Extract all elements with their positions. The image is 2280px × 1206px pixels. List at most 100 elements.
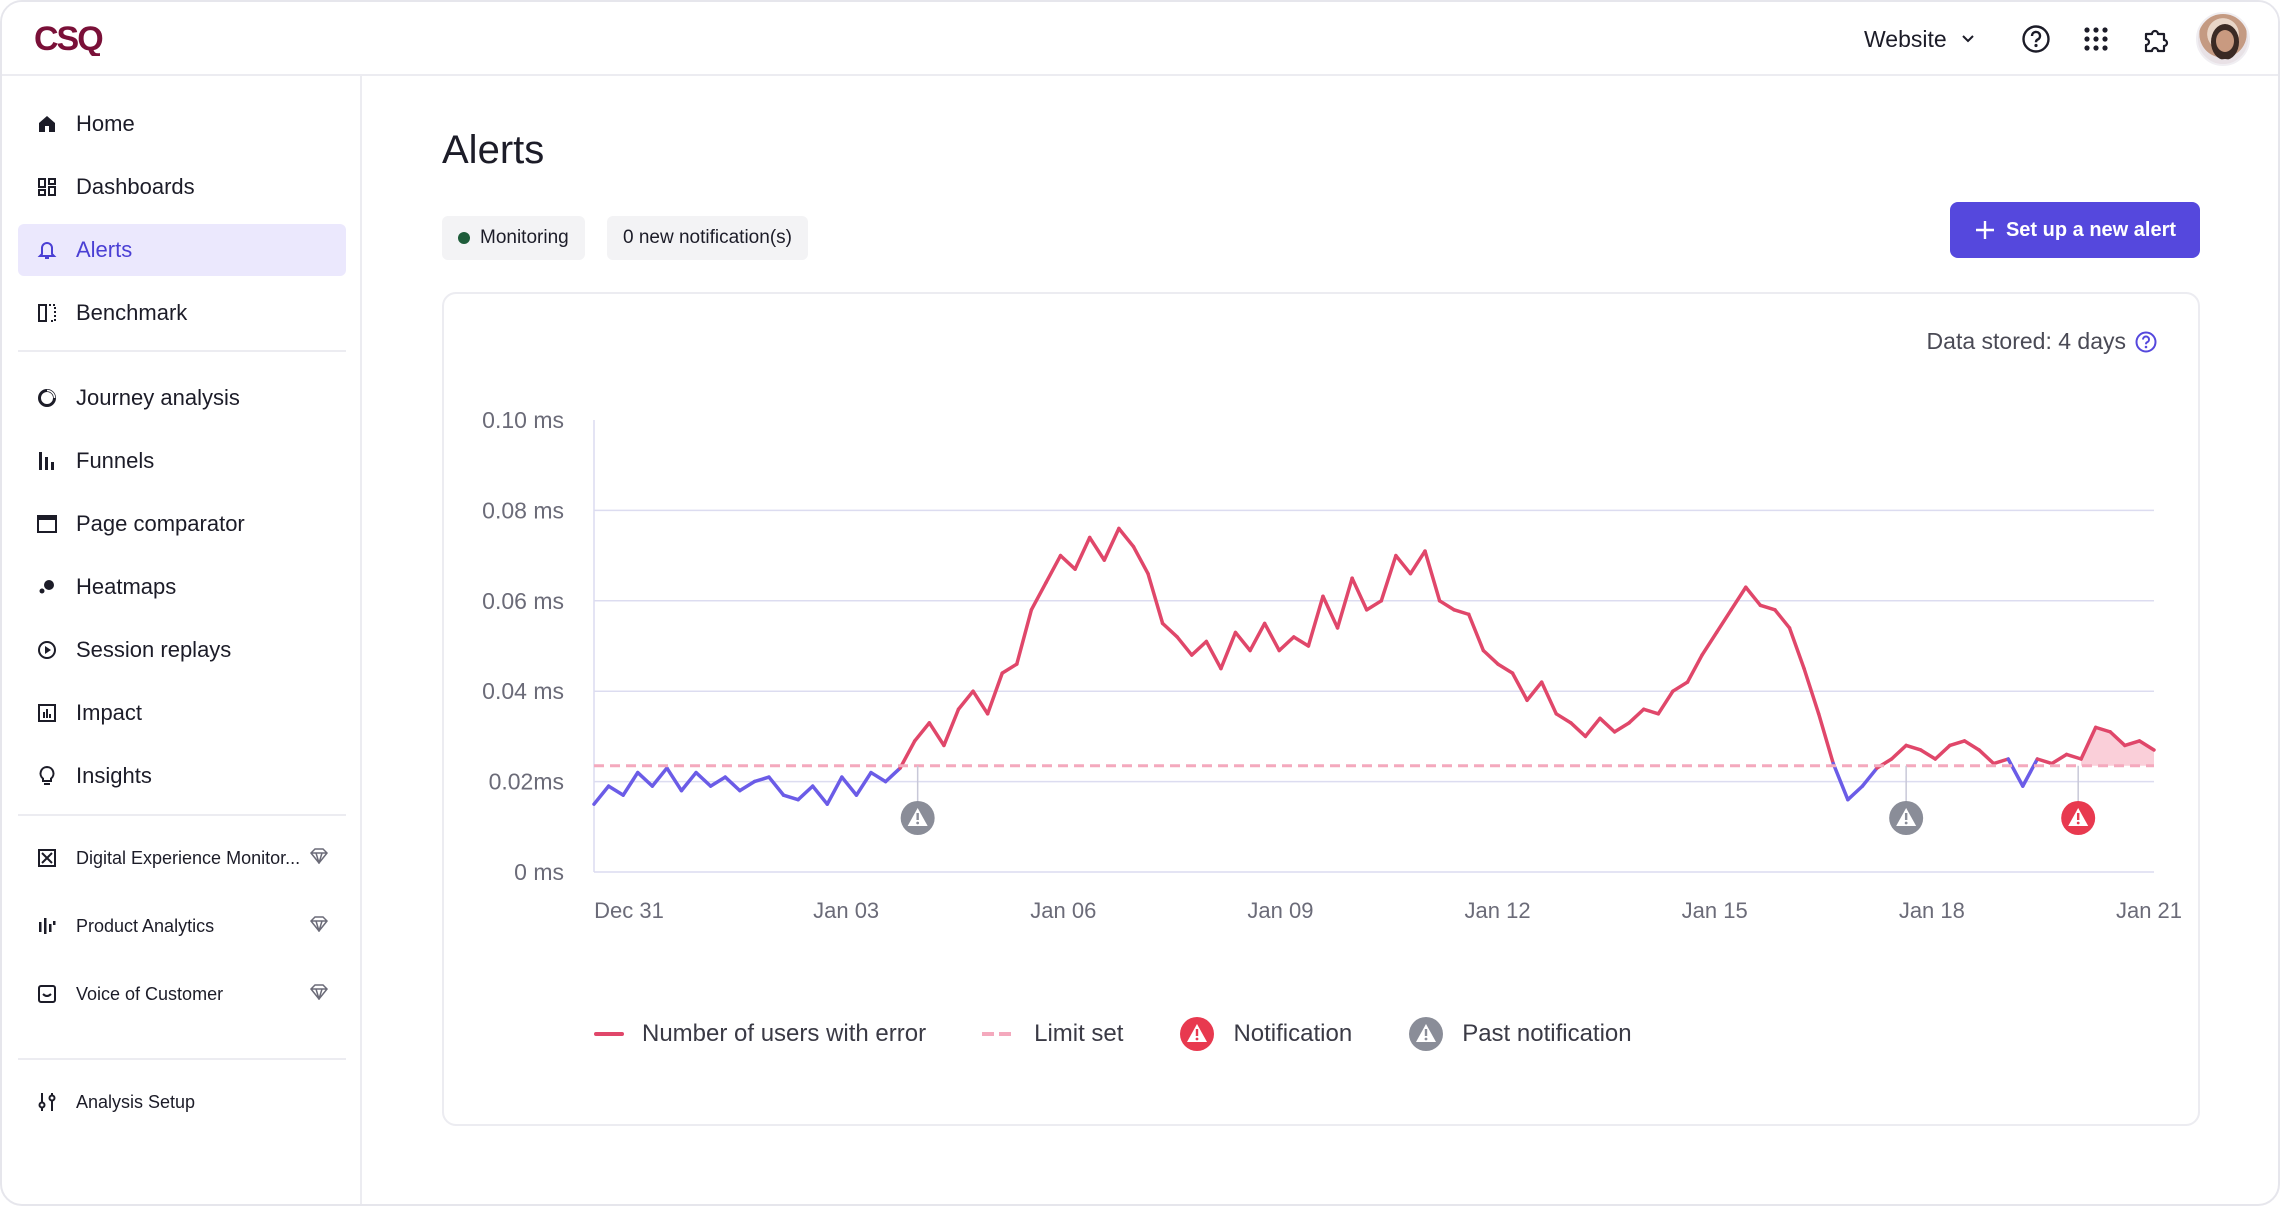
legend-label: Limit set xyxy=(1034,1020,1124,1047)
error-series-segment xyxy=(825,775,844,806)
sidebar-item-insights[interactable]: Insights xyxy=(18,750,346,802)
sidebar-item-analysis-setup[interactable]: Analysis Setup xyxy=(18,1076,346,1128)
x-tick-label: Jan 18 xyxy=(1899,898,1965,923)
csq-logo[interactable]: CSQ xyxy=(34,20,104,56)
diamond-icon xyxy=(309,848,329,869)
error-series-segment xyxy=(1904,743,1923,752)
site-selector[interactable]: Website xyxy=(1864,22,1975,56)
sidebar-item-dashboards[interactable]: Dashboards xyxy=(18,161,346,213)
page-comparator-icon xyxy=(36,513,58,535)
sidebar-divider xyxy=(18,350,346,352)
error-series-segment xyxy=(1117,526,1136,549)
sidebar-item-label: Voice of Customer xyxy=(76,983,224,1004)
sidebar-item-alerts[interactable]: Alerts xyxy=(18,224,346,276)
set-up-new-alert-button[interactable]: Set up a new alert xyxy=(1950,202,2200,258)
error-series-segment xyxy=(1160,621,1179,639)
error-series-segment xyxy=(1452,608,1471,617)
warning-exclamation-dot xyxy=(916,821,920,825)
sidebar-item-home[interactable]: Home xyxy=(18,98,346,150)
sidebar-item-funnels[interactable]: Funnels xyxy=(18,435,346,487)
legend-label: Number of users with error xyxy=(642,1020,927,1047)
error-series-segment xyxy=(1700,630,1719,657)
error-series-segment xyxy=(1554,712,1573,725)
error-series-segment xyxy=(1350,576,1369,612)
error-series-segment xyxy=(2064,752,2083,761)
voc-icon xyxy=(36,983,58,1005)
error-series-segment xyxy=(1131,544,1150,576)
help-circle-icon[interactable] xyxy=(2134,330,2158,354)
sidebar-item-digital-experience-monitoring[interactable]: Digital Experience Monitor... xyxy=(18,832,346,884)
error-series-segment xyxy=(1408,549,1427,576)
error-series-segment xyxy=(1510,671,1529,702)
sidebar-item-label: Page comparator xyxy=(76,511,245,536)
set-up-new-alert-label: Set up a new alert xyxy=(2005,218,2177,241)
error-series-segment xyxy=(1292,635,1311,648)
error-series-segment xyxy=(1889,743,1908,761)
error-series-segment xyxy=(1714,608,1733,635)
legend-item-past-notification: Past notification xyxy=(1408,1016,1632,1052)
sidebar-item-product-analytics[interactable]: Product Analytics xyxy=(18,900,346,952)
site-selector-label: Website xyxy=(1864,25,1947,52)
error-series-segment xyxy=(665,766,684,793)
error-series-segment xyxy=(1671,680,1690,693)
error-series-segment xyxy=(621,770,640,797)
sidebar-item-page-comparator[interactable]: Page comparator xyxy=(18,498,346,550)
error-series-segment xyxy=(1569,721,1588,739)
apps-grid-icon[interactable] xyxy=(2076,19,2116,59)
sidebar-item-session-replays[interactable]: Session replays xyxy=(18,624,346,676)
error-series-segment xyxy=(1437,599,1456,612)
sidebar-item-label: Impact xyxy=(76,700,143,725)
error-series-segment xyxy=(708,775,727,788)
error-series-segment xyxy=(956,689,975,712)
journey-icon xyxy=(36,387,58,409)
help-icon[interactable] xyxy=(2016,19,2056,59)
sidebar-item-label: Analysis Setup xyxy=(76,1091,196,1112)
sidebar-item-label: Insights xyxy=(76,763,152,788)
error-series-segment xyxy=(1467,612,1486,653)
error-series-segment xyxy=(1000,662,1019,675)
error-series-segment xyxy=(1539,680,1558,716)
sidebar-item-label: Session replays xyxy=(76,637,232,662)
error-series-segment xyxy=(1175,635,1194,657)
page-title: Alerts xyxy=(442,128,545,172)
error-series-segment xyxy=(1598,716,1617,734)
dashboards-icon xyxy=(36,176,58,198)
sidebar-item-label: Product Analytics xyxy=(76,915,215,936)
error-series-segment xyxy=(1991,757,2010,766)
error-series-segment xyxy=(1087,535,1107,562)
x-tick-label: Jan 09 xyxy=(1247,898,1313,923)
sidebar-item-journey-analysis[interactable]: Journey analysis xyxy=(18,372,346,424)
impact-icon xyxy=(36,702,58,724)
sidebar-item-heatmaps[interactable]: Heatmaps xyxy=(18,561,346,613)
sidebar-item-benchmark[interactable]: Benchmark xyxy=(18,287,346,339)
error-series-segment xyxy=(1918,748,1938,761)
x-tick-label: Jan 21 xyxy=(2116,898,2182,923)
user-avatar[interactable] xyxy=(2196,12,2250,66)
notification-warning-icon xyxy=(1180,1017,1215,1051)
data-stored-label: Data stored: 4 days xyxy=(1926,328,2126,354)
error-series-segment xyxy=(898,739,917,770)
error-series-segment xyxy=(2123,739,2142,748)
x-tick-label: Dec 31 xyxy=(594,898,664,923)
x-tick-label: Jan 12 xyxy=(1465,898,1531,923)
notifications-chip[interactable]: 0 new notification(s) xyxy=(607,216,808,260)
error-series-segment xyxy=(752,775,771,784)
error-series-segment xyxy=(1831,761,1850,802)
error-series-segment xyxy=(1525,680,1544,702)
puzzle-icon[interactable] xyxy=(2136,19,2176,59)
error-series-segment xyxy=(2050,752,2069,766)
y-tick-label: 0 ms xyxy=(514,859,564,885)
error-series-segment xyxy=(679,770,698,793)
sidebar-item-impact[interactable]: Impact xyxy=(18,687,346,739)
chevron-down-icon xyxy=(1961,35,1974,43)
sidebar-item-voice-of-customer[interactable]: Voice of Customer xyxy=(18,968,346,1020)
sidebar-item-label: Alerts xyxy=(76,237,133,262)
warning-exclamation xyxy=(2076,813,2080,820)
warning-exclamation xyxy=(916,813,919,820)
sidebar-item-label: Journey analysis xyxy=(76,385,240,410)
error-series-segment xyxy=(1846,784,1865,802)
error-series-segment xyxy=(1335,576,1354,630)
chart-legend: Number of users with error Limit set Not… xyxy=(594,1016,1688,1052)
dem-icon xyxy=(36,847,58,869)
legend-label: Notification xyxy=(1233,1020,1353,1047)
